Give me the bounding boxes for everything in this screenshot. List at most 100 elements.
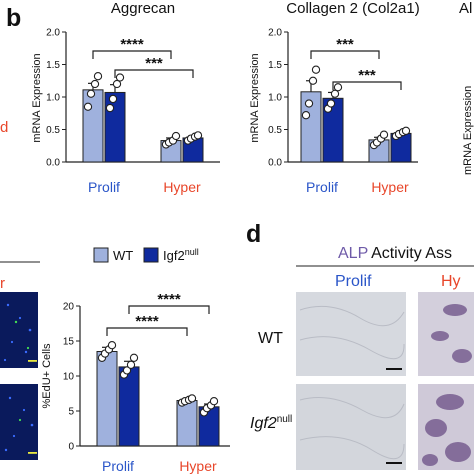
y-axis-label: mRNA Expression bbox=[249, 53, 261, 142]
data-point bbox=[311, 65, 321, 74]
data-point bbox=[379, 130, 389, 139]
data-point bbox=[115, 73, 125, 82]
significance-label: *** bbox=[358, 67, 376, 84]
group-label-prolif: Prolif bbox=[306, 179, 338, 195]
data-point bbox=[193, 131, 203, 140]
panel-d-title: ALP Activity Ass bbox=[338, 245, 452, 262]
panel-d-col-prolif: Prolif bbox=[335, 273, 372, 290]
scale-bar-wt bbox=[386, 368, 402, 370]
left-edge-hyper-fragment: r bbox=[0, 275, 5, 292]
panel-label-b: b bbox=[6, 4, 21, 32]
significance-label: *** bbox=[145, 55, 163, 72]
group-label-hyper: Hyper bbox=[163, 179, 201, 195]
legend-swatch-igf2 bbox=[143, 247, 159, 263]
data-point bbox=[126, 360, 136, 369]
significance-bracket bbox=[128, 305, 210, 314]
data-point bbox=[93, 72, 103, 81]
micrograph-edu-specks bbox=[3, 303, 37, 454]
legend-igf2-base: Igf2 bbox=[163, 248, 185, 263]
data-point bbox=[107, 341, 117, 350]
data-point bbox=[90, 79, 100, 89]
data-point bbox=[86, 89, 96, 98]
significance-label: **** bbox=[157, 291, 181, 308]
data-point bbox=[326, 99, 336, 108]
y-tick-label: 1.0 bbox=[268, 93, 282, 104]
left-edge-cropped-letter: d bbox=[0, 119, 8, 136]
data-point bbox=[108, 94, 118, 104]
data-point bbox=[333, 83, 343, 92]
data-point bbox=[105, 103, 115, 113]
y-tick-label: 1.0 bbox=[46, 93, 60, 104]
significance-bracket bbox=[92, 50, 172, 59]
data-point bbox=[301, 111, 311, 120]
panel-d-row-igf2: Igf2null bbox=[250, 414, 292, 432]
data-point bbox=[112, 79, 122, 89]
y-tick-label: 5 bbox=[68, 407, 74, 418]
legend-label-igf2: Igf2null bbox=[163, 247, 199, 263]
cropped-chart-title: Al bbox=[459, 0, 472, 17]
significance-bracket bbox=[114, 69, 194, 78]
y-axis-label: %EdU+ Cells bbox=[41, 343, 53, 409]
panel-d-col-hyper: Hy bbox=[441, 273, 461, 290]
scale-bar-igf2 bbox=[386, 462, 402, 464]
y-tick-label: 0.5 bbox=[46, 125, 60, 136]
y-tick-label: 0 bbox=[68, 442, 74, 453]
significance-label: *** bbox=[336, 36, 354, 53]
legend-label-wt: WT bbox=[113, 248, 133, 263]
significance-bracket bbox=[332, 81, 402, 90]
data-point bbox=[129, 353, 139, 362]
chart-title: Aggrecan bbox=[111, 0, 175, 17]
panel-d-row-igf2-base: Igf2 bbox=[250, 415, 277, 432]
legend-swatch-wt bbox=[93, 247, 109, 263]
y-tick-label: 10 bbox=[63, 372, 75, 383]
data-point bbox=[83, 102, 93, 111]
y-tick-label: 2.0 bbox=[268, 28, 282, 39]
data-point bbox=[187, 394, 197, 403]
y-tick-label: 0.0 bbox=[46, 158, 60, 169]
panel-d-row-wt: WT bbox=[258, 330, 283, 347]
micrograph-texture bbox=[299, 305, 405, 460]
y-tick-label: 0.0 bbox=[268, 158, 282, 169]
panel-d-title-alp: ALP bbox=[338, 245, 368, 262]
data-point bbox=[308, 76, 318, 85]
panel-label-d: d bbox=[246, 220, 261, 248]
micrograph-wt-prolif bbox=[296, 292, 406, 376]
bar-wt-prolif bbox=[96, 351, 118, 447]
micrograph-igf2-prolif bbox=[296, 384, 406, 470]
chart-collagen: Collagen 2 (Col2a1) mRNA Expression 0.0 0.5… bbox=[249, 0, 420, 195]
y-tick-label: 1.5 bbox=[268, 60, 282, 71]
group-label-hyper: Hyper bbox=[371, 179, 409, 195]
cropped-chart-ylabel: mRNA Expression bbox=[462, 86, 474, 175]
data-point bbox=[209, 397, 219, 406]
y-tick-label: 15 bbox=[63, 337, 75, 348]
chart-aggrecan: Aggrecan mRNA Expression 0.0 0.5 1.0 1.5 2.0 Pr… bbox=[31, 0, 220, 195]
alp-stain bbox=[422, 304, 472, 466]
data-point bbox=[304, 99, 314, 108]
legend: WT Igf2null bbox=[93, 247, 199, 263]
significance-label: **** bbox=[135, 313, 159, 330]
data-point bbox=[330, 89, 340, 98]
y-tick-label: 2.0 bbox=[46, 28, 60, 39]
chart-edu: %EdU+ Cells 0 5 10 15 20 Prolif Hyper **** **** bbox=[41, 291, 230, 474]
significance-bracket bbox=[106, 327, 188, 336]
panel-d: ALP Activity Ass Prolif Hy WT Igf2null bbox=[250, 245, 474, 470]
y-tick-label: 0.5 bbox=[268, 125, 282, 136]
bar-wt-hyper bbox=[176, 400, 198, 447]
y-axis-label: mRNA Expression bbox=[31, 53, 43, 142]
micrograph-edu-top bbox=[0, 292, 38, 368]
data-point bbox=[122, 366, 132, 375]
micrograph-edu-bottom bbox=[0, 384, 38, 460]
panel-d-title-rest: Activity Ass bbox=[371, 245, 452, 262]
significance-label: **** bbox=[120, 36, 144, 53]
group-label-hyper: Hyper bbox=[179, 458, 217, 474]
y-tick-label: 1.5 bbox=[46, 60, 60, 71]
bar-igf2null-prolif bbox=[104, 91, 126, 163]
chart-title: Collagen 2 (Col2a1) bbox=[286, 0, 419, 17]
data-point bbox=[171, 131, 181, 141]
legend-igf2-sup: null bbox=[185, 247, 199, 257]
bar-wt-prolif bbox=[82, 89, 104, 163]
significance-bracket bbox=[310, 50, 380, 59]
y-tick-label: 20 bbox=[63, 302, 75, 313]
bar-igf2null-prolif bbox=[118, 366, 140, 447]
